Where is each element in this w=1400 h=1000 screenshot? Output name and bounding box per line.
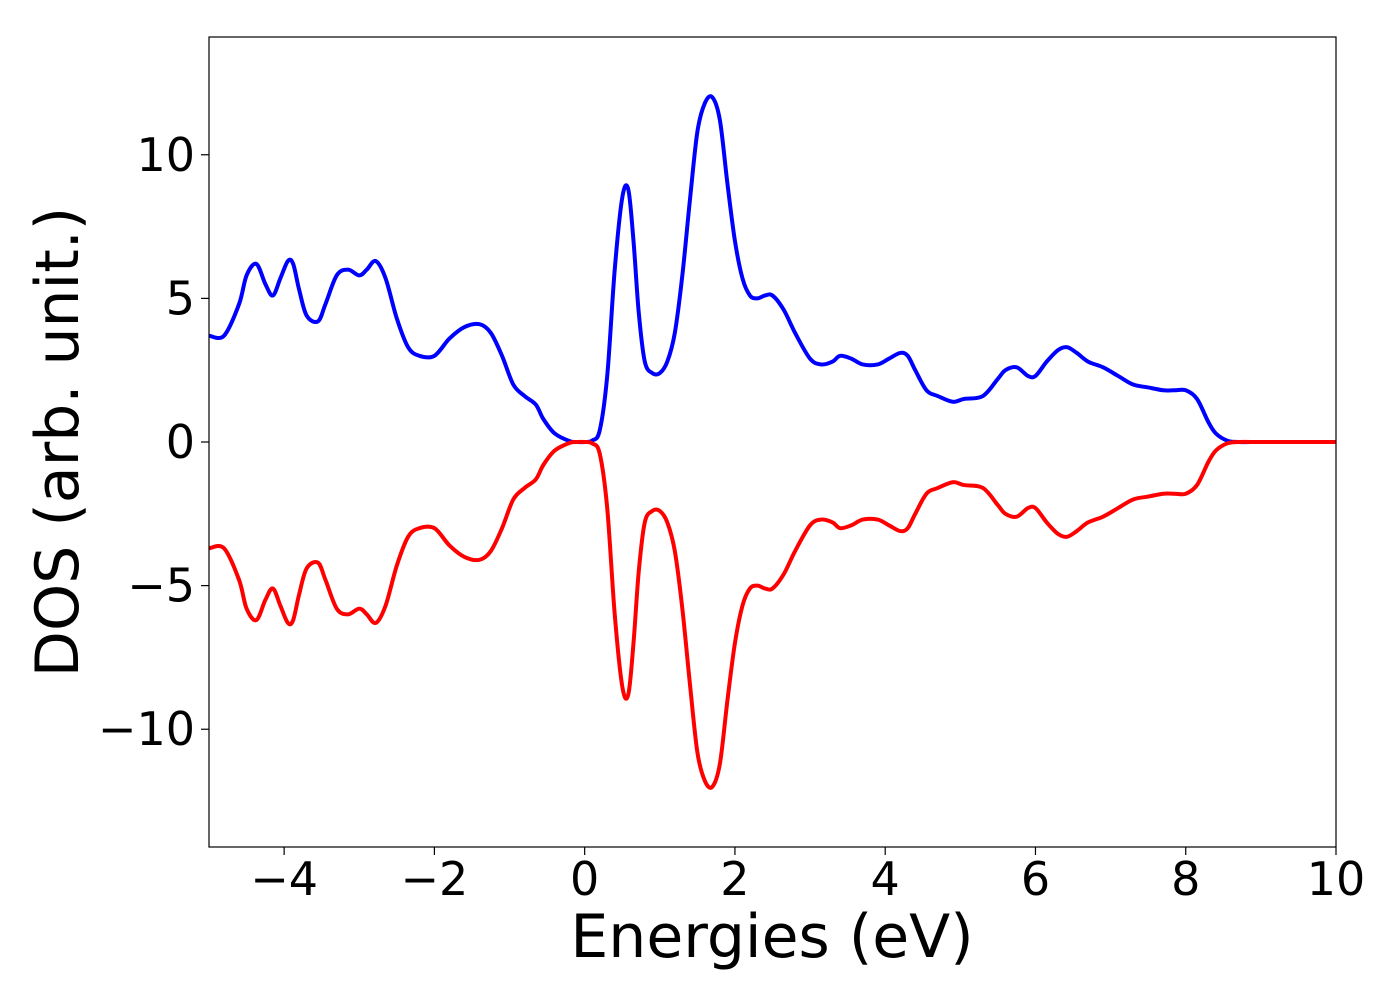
y-tick-label: 10 bbox=[136, 128, 195, 182]
x-tick-label: 6 bbox=[1021, 852, 1050, 906]
x-axis-title: Energies (eV) bbox=[570, 902, 973, 972]
x-tick-label: 0 bbox=[570, 852, 599, 906]
dos-line-red bbox=[208, 439, 1336, 790]
x-tick-label: −4 bbox=[250, 852, 318, 906]
plot-frame bbox=[208, 36, 1337, 848]
y-tick-label: −10 bbox=[98, 702, 195, 756]
x-tick-label: 4 bbox=[871, 852, 900, 906]
y-tick-label: 5 bbox=[166, 271, 195, 325]
y-tick-label: 0 bbox=[166, 415, 195, 469]
series-layer bbox=[208, 94, 1336, 790]
dos-line-blue bbox=[208, 94, 1336, 445]
ticks-layer: −4 −2 0 2 4 6 8 10 10 5 0 −5 −10 bbox=[98, 128, 1365, 906]
x-tick-label: 2 bbox=[720, 852, 749, 906]
x-tick-label: 10 bbox=[1307, 852, 1366, 906]
plot-background bbox=[209, 37, 1336, 847]
x-tick-label: −2 bbox=[400, 852, 468, 906]
y-axis-title: DOS (arb. unit.) bbox=[23, 207, 93, 677]
y-tick-label: −5 bbox=[127, 559, 195, 613]
x-tick-label: 8 bbox=[1171, 852, 1200, 906]
